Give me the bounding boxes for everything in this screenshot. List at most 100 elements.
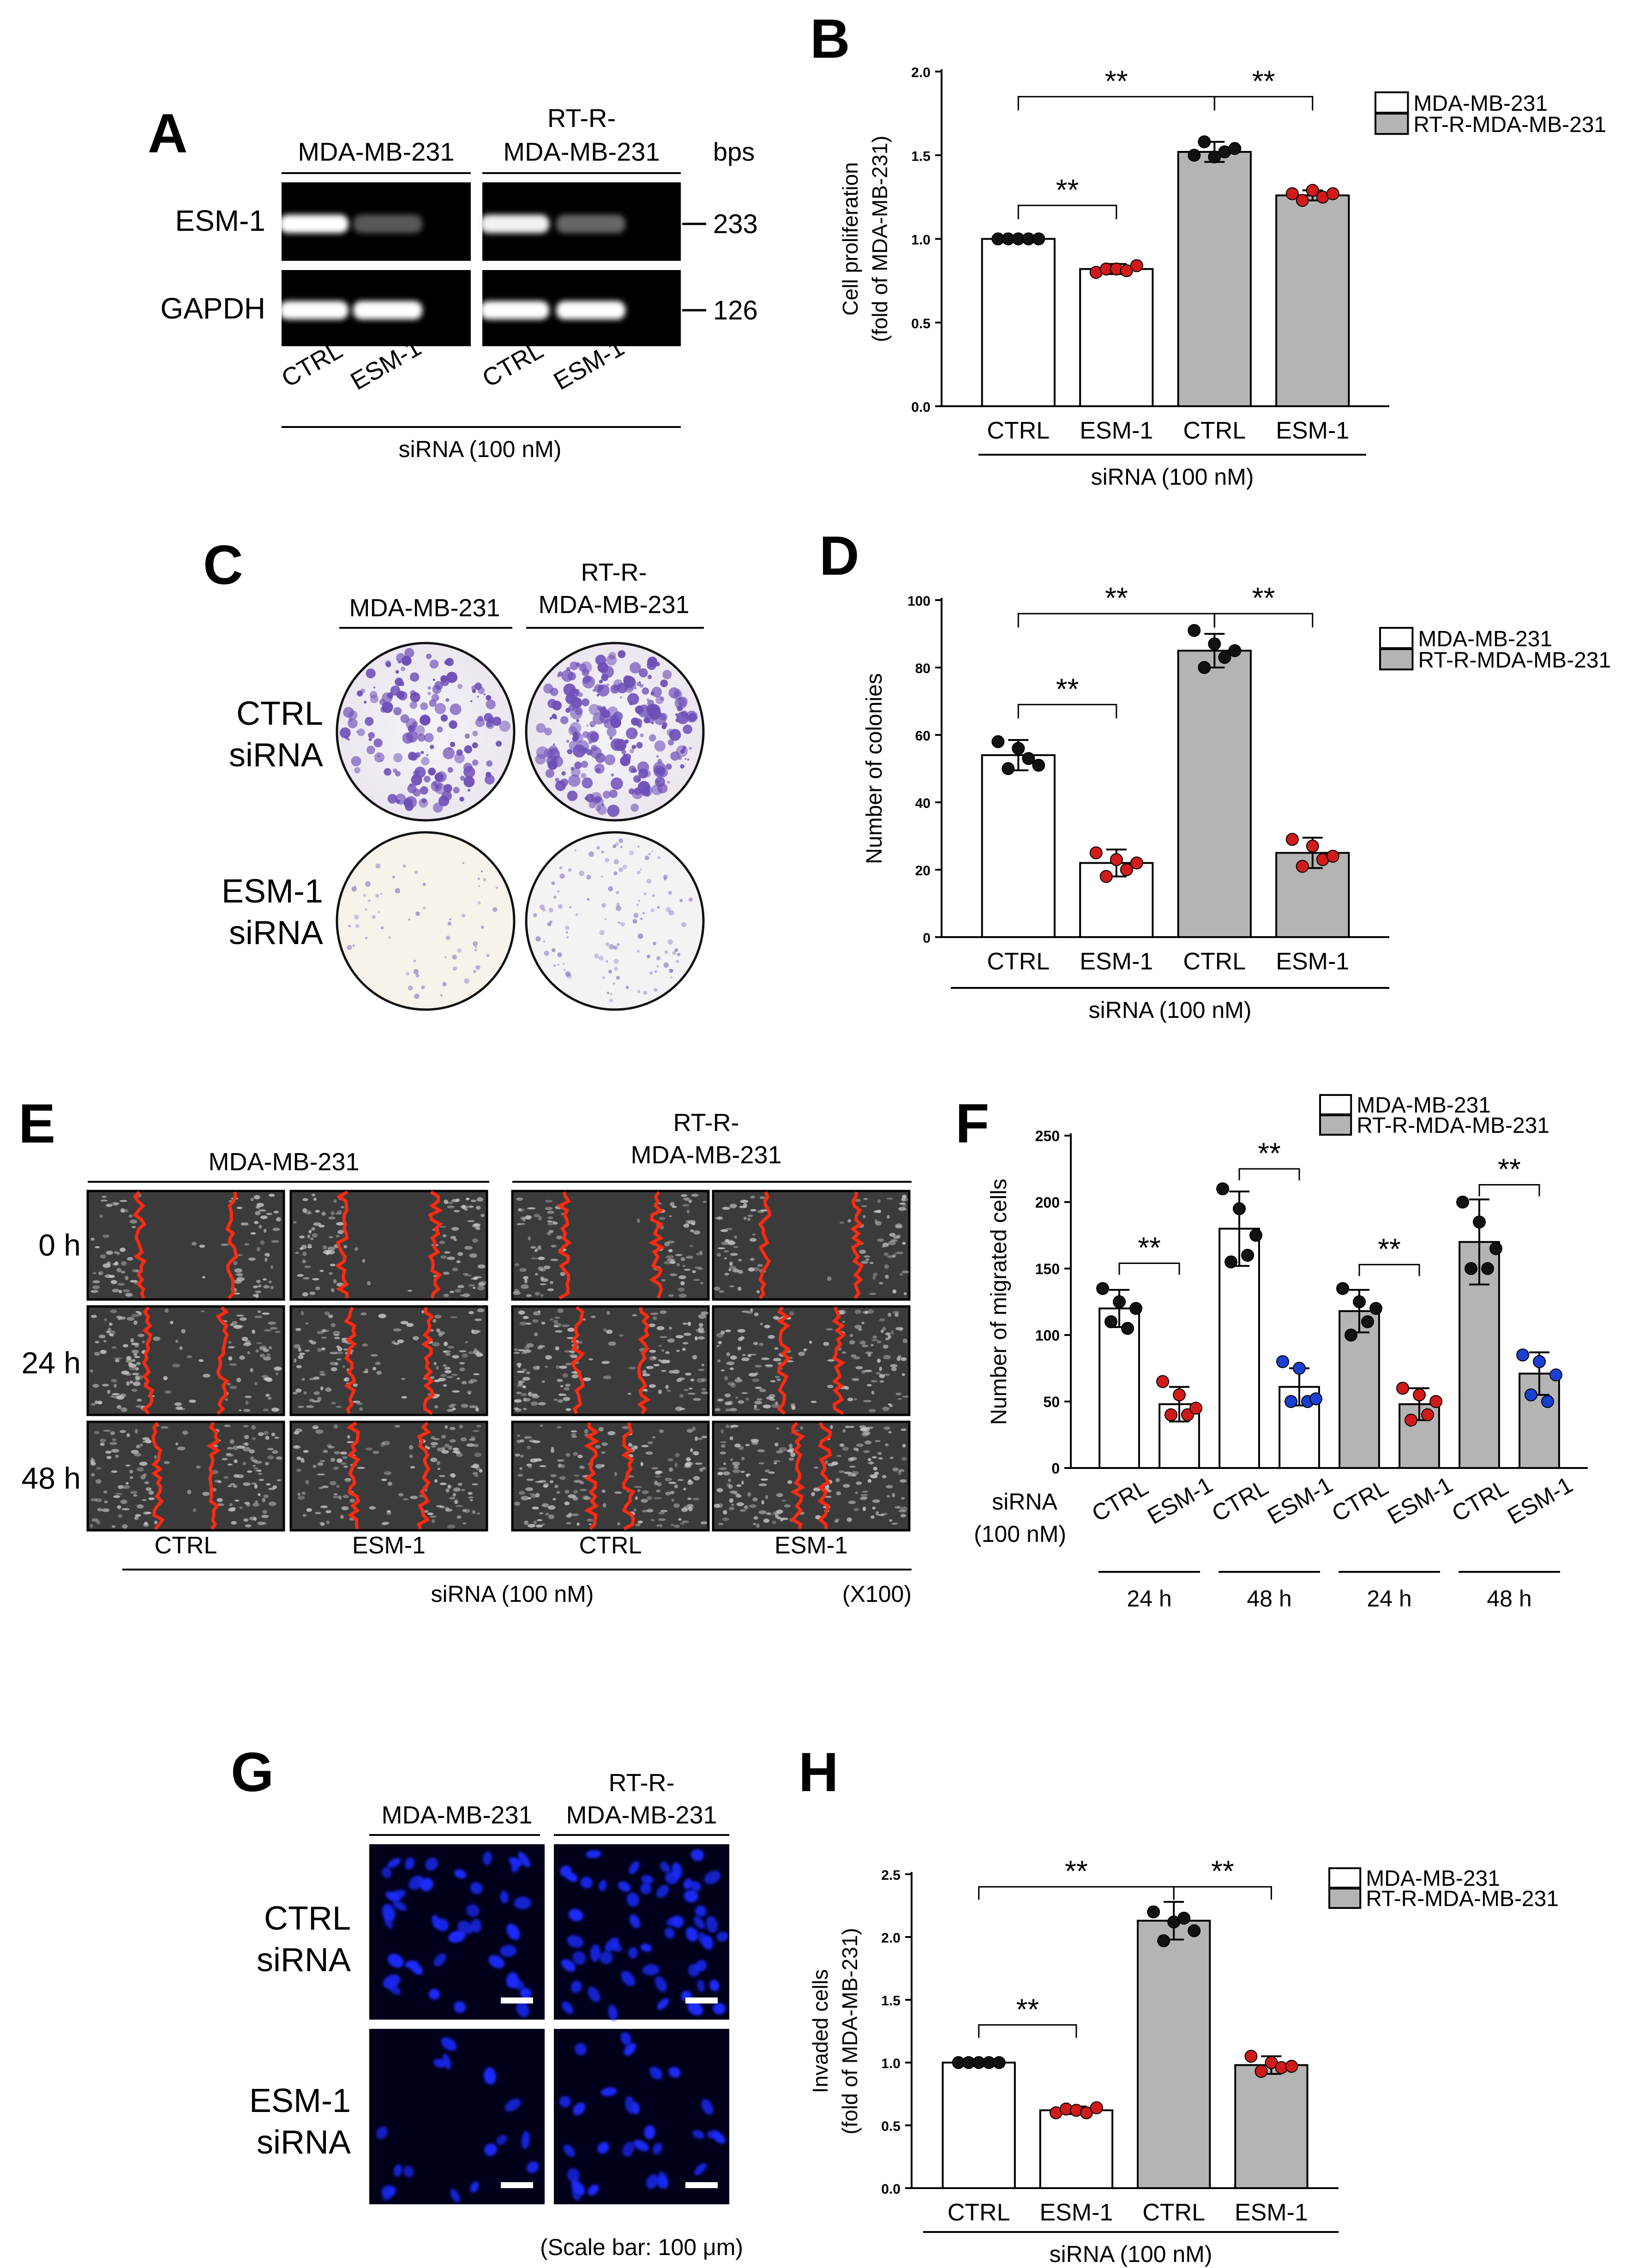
- colony-mda-ctrl: [464, 745, 473, 754]
- colony-mda-esm1: [363, 894, 366, 897]
- colony-mda-ctrl: [387, 794, 397, 804]
- colony-rtr-esm1: [596, 846, 600, 850]
- nucleus: [713, 2003, 726, 2015]
- colony-mda-ctrl: [432, 782, 437, 786]
- panel-e-letter: E: [18, 1093, 55, 1155]
- colony-rtr-ctrl: [661, 724, 666, 729]
- colony-rtr-esm1: [551, 948, 556, 952]
- data-point: [1228, 142, 1242, 155]
- bar: [1219, 1227, 1260, 1469]
- nucleus: [588, 2184, 599, 2196]
- x-tick-label: ESM-1: [1263, 1472, 1337, 1529]
- colony-mda-esm1: [495, 886, 498, 889]
- colony-mda-ctrl: [384, 768, 391, 776]
- colony-mda-ctrl: [379, 699, 386, 705]
- x-tick-label: CTRL: [1183, 948, 1246, 975]
- colony-rtr-ctrl: [666, 763, 672, 770]
- significance-bracket: [978, 1886, 1175, 1900]
- x-tick-label: ESM-1: [1235, 2199, 1308, 2226]
- wound-edge-left: [142, 1306, 155, 1415]
- colony-rtr-esm1: [608, 944, 614, 950]
- colony-rtr-esm1: [563, 963, 565, 965]
- colony-rtr-ctrl: [614, 739, 627, 752]
- wound-edge-left: [346, 1421, 360, 1529]
- nucleus: [664, 1927, 675, 1939]
- colony-mda-ctrl: [420, 757, 430, 766]
- colony-rtr-esm1: [614, 967, 618, 971]
- nucleus: [496, 2135, 507, 2145]
- colony-mda-ctrl: [405, 802, 414, 811]
- colony-mda-esm1: [347, 944, 352, 951]
- x-tick-label: ESM-1: [1276, 948, 1349, 975]
- panel-a-col1: MDA-MB-231: [298, 137, 454, 166]
- colony-mda-ctrl: [365, 716, 374, 726]
- colony-rtr-ctrl: [567, 749, 573, 755]
- colony-rtr-ctrl: [647, 656, 658, 667]
- colony-rtr-esm1: [620, 922, 625, 927]
- colony-rtr-ctrl: [677, 705, 683, 711]
- colony-mda-esm1: [348, 925, 351, 928]
- colony-rtr-ctrl: [636, 682, 642, 686]
- data-point: [992, 2056, 1006, 2069]
- nucleus: [694, 2163, 707, 2176]
- legend-label-gray: RT-R-MDA-MB-231: [1357, 1113, 1549, 1138]
- colony-mda-ctrl: [464, 734, 470, 739]
- colony-rtr-ctrl: [594, 763, 605, 774]
- colony-rtr-ctrl: [627, 693, 639, 705]
- colony-mda-ctrl: [413, 692, 418, 697]
- nucleus: [454, 1869, 467, 1879]
- panel-h: H 0.0 0.5 1.0 1.5 2.0 2.5 Invaded cells (fold o…: [798, 1741, 1559, 2267]
- colony-rtr-esm1: [535, 936, 541, 942]
- colony-rtr-ctrl: [584, 796, 588, 800]
- colony-rtr-ctrl: [590, 724, 593, 727]
- colony-mda-esm1: [372, 915, 376, 919]
- data-point: [1516, 1348, 1529, 1362]
- nucleus: [572, 1951, 586, 1965]
- y-tick-label: 150: [1035, 1261, 1060, 1277]
- significance-label: **: [1105, 581, 1128, 614]
- chart-f: 0 50 100 150 200 250 Number of migrated cells C…: [974, 1093, 1588, 1612]
- data-point: [1032, 232, 1045, 246]
- colony-mda-ctrl: [427, 692, 431, 695]
- nucleus: [384, 1916, 393, 1929]
- colony-mda-esm1: [442, 982, 447, 987]
- colony-rtr-esm1: [648, 853, 651, 855]
- colony-rtr-ctrl: [552, 700, 562, 710]
- significance-label: **: [1258, 1137, 1281, 1170]
- colony-mda-esm1: [452, 966, 457, 971]
- data-point: [1120, 863, 1133, 876]
- colony-rtr-esm1: [663, 874, 668, 879]
- colony-mda-ctrl: [357, 690, 363, 697]
- colony-mda-esm1: [477, 901, 481, 905]
- nucleus: [382, 1867, 392, 1878]
- colony-rtr-esm1: [636, 903, 639, 907]
- y-tick-label: 40: [915, 796, 931, 811]
- colony-mda-ctrl: [436, 697, 439, 700]
- wound-image-r1-c2: [511, 1305, 710, 1416]
- nucleus: [450, 2189, 460, 2203]
- nucleus: [684, 1889, 698, 1903]
- significance-bracket: [1118, 1262, 1180, 1275]
- colony-rtr-ctrl: [547, 748, 560, 761]
- colony-rtr-ctrl: [569, 740, 578, 751]
- colony-mda-esm1: [444, 956, 447, 958]
- colony-rtr-esm1: [650, 908, 655, 913]
- data-point: [1306, 839, 1319, 853]
- panel-c: C MDA-MB-231 RT-R- MDA-MB-231 CTRL siRNA…: [203, 534, 705, 1011]
- nucleus: [500, 1890, 509, 1904]
- nucleus: [695, 1905, 707, 1917]
- colony-rtr-ctrl: [650, 692, 654, 696]
- nucleus: [633, 2140, 649, 2151]
- colony-mda-esm1: [351, 886, 357, 892]
- x-tick-label: CTRL: [1207, 1474, 1273, 1527]
- significance-bracket: [1358, 1263, 1420, 1276]
- bar: [981, 238, 1056, 407]
- panel-c-col1: MDA-MB-231: [349, 594, 500, 622]
- colony-rtr-ctrl: [558, 755, 560, 758]
- colony-rtr-ctrl: [570, 662, 578, 670]
- panel-a-sirna-label: siRNA (100 nM): [399, 436, 562, 462]
- colony-rtr-esm1: [612, 844, 617, 848]
- colony-rtr-ctrl: [626, 727, 638, 740]
- nucleus: [488, 1955, 505, 1968]
- gel-band-1-2: [480, 301, 549, 319]
